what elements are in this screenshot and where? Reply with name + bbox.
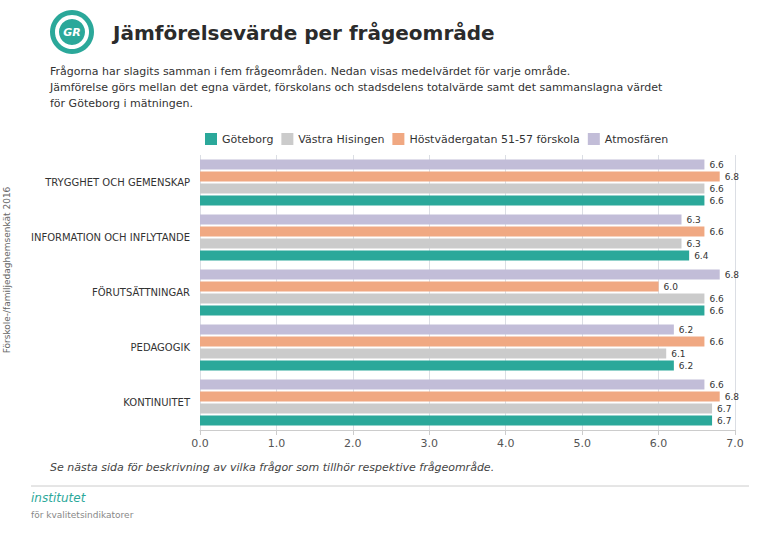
svg-text:Jämförelsevärde per frågeområd: Jämförelsevärde per frågeområde bbox=[111, 21, 495, 45]
svg-text:6.8: 6.8 bbox=[725, 172, 740, 182]
svg-text:6.0: 6.0 bbox=[664, 282, 679, 292]
svg-text:Göteborg: Göteborg bbox=[222, 133, 273, 146]
svg-text:6.2: 6.2 bbox=[679, 361, 693, 371]
svg-text:PEDAGOGIK: PEDAGOGIK bbox=[131, 342, 191, 353]
svg-text:Se nästa sida för beskrivning: Se nästa sida för beskrivning av vilka f… bbox=[50, 461, 494, 474]
svg-text:6.6: 6.6 bbox=[709, 337, 724, 347]
svg-text:6.6: 6.6 bbox=[709, 160, 724, 170]
svg-text:2.0: 2.0 bbox=[344, 437, 362, 450]
svg-text:INFORMATION OCH INFLYTANDE: INFORMATION OCH INFLYTANDE bbox=[31, 232, 190, 243]
svg-text:6.8: 6.8 bbox=[725, 270, 740, 280]
svg-text:3.0: 3.0 bbox=[421, 437, 439, 450]
svg-text:5.0: 5.0 bbox=[573, 437, 591, 450]
svg-text:6.6: 6.6 bbox=[709, 227, 724, 237]
svg-text:0.0: 0.0 bbox=[191, 437, 209, 450]
svg-text:6.6: 6.6 bbox=[709, 294, 724, 304]
svg-text:Förskole-/familjedaghemsenkät: Förskole-/familjedaghemsenkät 2016 bbox=[2, 186, 12, 353]
svg-text:6.6: 6.6 bbox=[709, 184, 724, 194]
svg-text:6.0: 6.0 bbox=[650, 437, 668, 450]
svg-text:Västra Hisingen: Västra Hisingen bbox=[298, 133, 384, 146]
svg-text:KONTINUITET: KONTINUITET bbox=[123, 397, 191, 408]
svg-text:6.3: 6.3 bbox=[687, 239, 701, 249]
svg-text:Atmosfären: Atmosfären bbox=[605, 133, 668, 146]
svg-text:6.2: 6.2 bbox=[679, 325, 693, 335]
svg-text:6.6: 6.6 bbox=[709, 196, 724, 206]
svg-text:Jämförelse görs mellan det egn: Jämförelse görs mellan det egna värdet, … bbox=[49, 81, 663, 94]
svg-text:6.1: 6.1 bbox=[671, 349, 685, 359]
svg-text:för Göteborg i mätningen.: för Göteborg i mätningen. bbox=[50, 97, 193, 110]
svg-text:6.4: 6.4 bbox=[694, 251, 709, 261]
svg-text:6.6: 6.6 bbox=[709, 306, 724, 316]
svg-text:6.8: 6.8 bbox=[725, 392, 740, 402]
svg-text:GR: GR bbox=[63, 26, 81, 39]
svg-text:7.0: 7.0 bbox=[726, 437, 744, 450]
svg-text:TRYGGHET OCH GEMENSKAP: TRYGGHET OCH GEMENSKAP bbox=[44, 177, 190, 188]
svg-text:6.3: 6.3 bbox=[687, 215, 701, 225]
svg-text:institutet: institutet bbox=[31, 491, 87, 505]
svg-text:4.0: 4.0 bbox=[497, 437, 515, 450]
svg-text:6.7: 6.7 bbox=[717, 404, 731, 414]
svg-text:Frågorna har slagits samman i: Frågorna har slagits samman i fem frågeo… bbox=[50, 65, 570, 78]
svg-text:för kvalitetsindikatorer: för kvalitetsindikatorer bbox=[31, 510, 134, 520]
svg-text:FÖRUTSÄTTNINGAR: FÖRUTSÄTTNINGAR bbox=[92, 286, 190, 298]
svg-text:6.7: 6.7 bbox=[717, 416, 731, 426]
svg-text:1.0: 1.0 bbox=[268, 437, 286, 450]
svg-text:6.6: 6.6 bbox=[709, 380, 724, 390]
svg-text:Höstvädergatan 51-57 förskola: Höstvädergatan 51-57 förskola bbox=[409, 133, 579, 146]
